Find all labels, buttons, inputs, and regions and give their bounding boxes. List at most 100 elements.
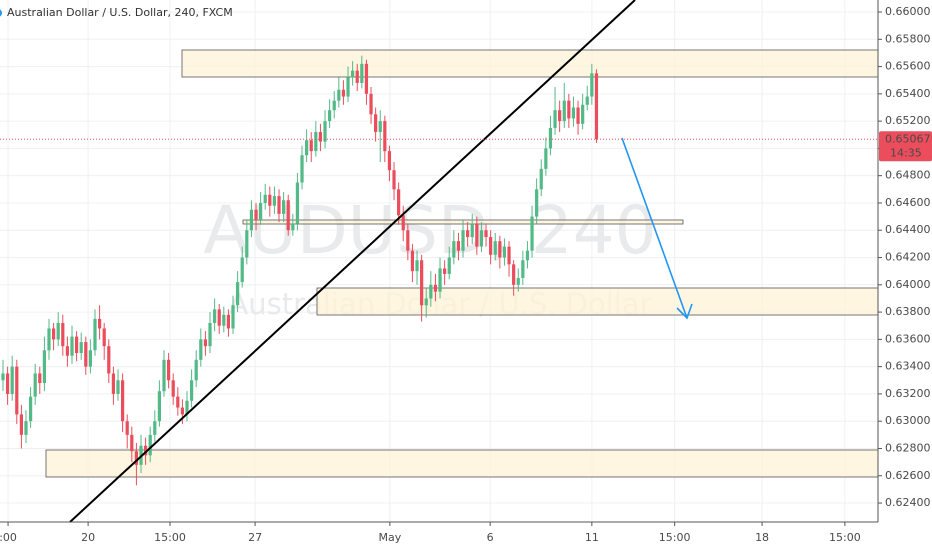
candle (222, 306, 226, 333)
candle (323, 110, 327, 149)
candle-body (97, 318, 102, 329)
y-tick-label: 0.63400 (885, 360, 931, 373)
forecast-arrow (621, 137, 693, 320)
candle (97, 305, 102, 340)
y-tick-label: 0.63000 (885, 414, 931, 427)
candle-body (42, 350, 47, 384)
candle (47, 318, 51, 360)
candle (369, 87, 373, 124)
y-tick-label: 0.64200 (885, 251, 931, 264)
candle-body (74, 336, 79, 354)
candle-body (337, 89, 341, 101)
candle (493, 232, 497, 261)
candle (498, 235, 502, 269)
candle (226, 309, 231, 337)
candle-body (479, 230, 484, 247)
candle (194, 350, 198, 388)
candle-body (148, 434, 152, 456)
candle (217, 303, 221, 334)
candle-body (125, 421, 129, 435)
candle-body (300, 155, 304, 183)
y-tick-label: 0.63800 (885, 305, 931, 318)
candle-body (374, 114, 378, 133)
candle-body (364, 63, 369, 94)
candle-body (553, 110, 557, 128)
candle (254, 202, 258, 231)
candle-body (1, 373, 5, 381)
candle (461, 219, 465, 258)
y-tick-label: 0.65400 (885, 87, 931, 100)
candle-body (369, 93, 373, 115)
candle (33, 363, 37, 405)
y-tick-label: 0.62800 (885, 441, 931, 454)
candle (203, 331, 208, 356)
candle (295, 172, 300, 231)
candle-body (143, 445, 148, 456)
candle (88, 339, 93, 374)
candle (378, 110, 382, 163)
candle-body (502, 246, 507, 258)
last-price-label: 0.65067 (885, 132, 931, 145)
candle-body (259, 202, 263, 220)
candle-body (558, 110, 562, 122)
chart-title: Australian Dollar / U.S. Dollar, 240, FX… (7, 6, 233, 19)
candle-body (397, 189, 401, 216)
candle-body (61, 322, 65, 347)
candle (590, 63, 594, 105)
zones (45, 49, 879, 478)
candle (553, 87, 557, 135)
candle-body (305, 140, 309, 156)
candle-body (38, 373, 42, 384)
candle-body (153, 421, 157, 435)
candle-body (387, 151, 392, 171)
candle-body (286, 200, 290, 231)
candle (443, 260, 447, 285)
candle-body (346, 77, 350, 97)
last-price-box (879, 131, 932, 162)
candle (263, 183, 267, 210)
candle (300, 145, 304, 190)
candle-body (567, 100, 571, 119)
candle (56, 312, 60, 347)
candle (93, 309, 97, 356)
arrow-line (621, 137, 688, 319)
candle (185, 391, 189, 422)
candle-body (15, 366, 19, 415)
candle-body (107, 346, 111, 374)
candle-body (111, 373, 116, 394)
candle (539, 159, 543, 197)
candle (282, 192, 286, 223)
candle-body (236, 282, 240, 306)
candle (213, 298, 217, 332)
candle-body (65, 346, 70, 356)
candle-body (162, 359, 166, 392)
candle (507, 241, 511, 277)
candle (15, 359, 19, 424)
candle-body (249, 209, 254, 231)
candle (171, 373, 175, 405)
candle (479, 222, 484, 253)
candle-body (516, 277, 520, 285)
candle (318, 123, 323, 152)
candle-body (157, 391, 162, 422)
candle (562, 82, 566, 128)
y-tick-label: 0.64800 (885, 169, 931, 182)
candle-body (525, 250, 530, 261)
candle (107, 339, 111, 384)
candle (42, 336, 47, 392)
candle-body (277, 196, 281, 214)
candle (424, 287, 428, 318)
candle-body (420, 260, 424, 306)
candle (19, 404, 24, 449)
candle-body (590, 73, 594, 97)
candle-body (70, 336, 74, 356)
candle (38, 366, 42, 394)
candle-body (438, 268, 442, 292)
support-zone (45, 449, 879, 478)
candle (346, 66, 350, 103)
candle-body (355, 70, 359, 83)
candle-body (429, 284, 433, 299)
candle (286, 194, 290, 236)
candle-body (171, 380, 175, 397)
candle-body (383, 121, 387, 152)
